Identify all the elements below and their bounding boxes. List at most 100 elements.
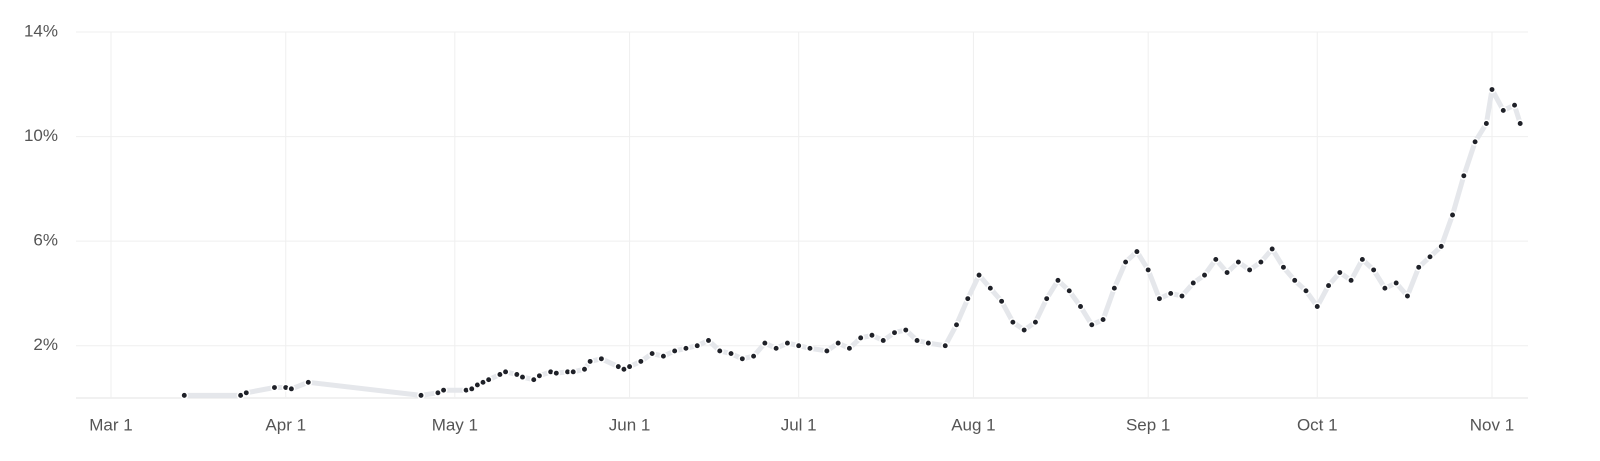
data-point [597, 354, 606, 363]
data-point [467, 384, 476, 393]
data-point [1268, 245, 1277, 253]
y-tick-label: 10% [24, 126, 58, 145]
data-point [648, 349, 657, 358]
data-point [1031, 318, 1040, 327]
data-point [1223, 268, 1232, 277]
x-tick-label: Aug 1 [951, 415, 995, 434]
data-point [1482, 119, 1491, 128]
x-tick-label: Oct 1 [1297, 415, 1338, 434]
data-point [1313, 302, 1322, 311]
data-point [1448, 211, 1457, 219]
data-point [806, 344, 814, 353]
data-point [975, 271, 984, 280]
data-point [1008, 318, 1017, 327]
data-point [1459, 171, 1468, 180]
y-tick-label: 6% [33, 231, 58, 250]
data-point [856, 333, 865, 342]
data-point [1380, 284, 1389, 293]
data-point [1211, 255, 1220, 264]
data-point [287, 384, 296, 393]
data-point [1110, 284, 1119, 293]
data-point [1499, 106, 1508, 115]
data-point [1054, 276, 1062, 285]
data-point [1403, 292, 1412, 300]
data-point [1065, 286, 1074, 295]
data-point [704, 336, 713, 345]
data-point [1099, 315, 1108, 324]
data-point [304, 378, 313, 387]
data-point [1245, 265, 1254, 274]
data-point [997, 297, 1006, 306]
data-point [1234, 258, 1243, 267]
data-point [1256, 258, 1265, 267]
data-point [586, 357, 595, 366]
data-point [529, 375, 538, 384]
data-point [1155, 294, 1164, 303]
data-point [1335, 268, 1344, 277]
data-point [180, 391, 189, 400]
data-point [868, 331, 876, 340]
data-point [901, 326, 910, 334]
data-point [952, 320, 961, 329]
x-tick-label: Nov 1 [1470, 415, 1514, 434]
data-point [1279, 263, 1288, 272]
data-point [417, 391, 425, 400]
data-point [760, 339, 769, 348]
data-point [569, 367, 578, 376]
data-point [518, 373, 527, 382]
data-point [1020, 326, 1029, 334]
data-point [484, 375, 493, 384]
data-point [1200, 271, 1209, 280]
data-point [715, 346, 724, 355]
x-tick-label: Mar 1 [89, 415, 132, 434]
data-point [913, 336, 922, 345]
data-point [1369, 265, 1378, 274]
x-tick-label: Jul 1 [781, 415, 817, 434]
data-point [1358, 255, 1367, 264]
data-point [439, 386, 448, 395]
data-point [1392, 279, 1401, 287]
data-point [834, 339, 843, 348]
data-point [670, 346, 679, 355]
data-point [1510, 101, 1519, 110]
data-point [681, 344, 690, 353]
data-point [727, 349, 735, 358]
data-point [1144, 265, 1153, 274]
data-point [890, 328, 899, 337]
data-point [1132, 247, 1141, 256]
x-tick-label: Apr 1 [265, 415, 306, 434]
data-point [772, 344, 781, 353]
data-point [580, 365, 589, 374]
y-tick-label: 14% [24, 21, 58, 40]
data-point [1189, 279, 1198, 287]
data-point [625, 362, 634, 371]
data-point [1426, 252, 1434, 261]
data-point [1516, 119, 1525, 128]
data-point [1347, 276, 1356, 285]
data-point [1324, 281, 1333, 290]
data-point [1087, 320, 1096, 329]
data-point [1178, 292, 1186, 300]
data-point [535, 371, 544, 380]
data-point [845, 344, 854, 353]
data-point [636, 357, 645, 366]
data-point [749, 352, 758, 361]
data-point [941, 341, 950, 350]
data-point [659, 352, 668, 361]
data-point [794, 341, 803, 350]
data-point [1076, 302, 1085, 311]
data-point [501, 367, 510, 376]
data-point [1302, 286, 1310, 295]
data-point [1166, 289, 1175, 298]
data-point [1121, 258, 1130, 267]
data-point [879, 336, 888, 345]
data-point [986, 284, 995, 293]
data-point [822, 346, 831, 355]
data-point [693, 341, 702, 350]
data-point [1437, 242, 1446, 251]
data-point [738, 354, 747, 363]
data-point [1042, 294, 1051, 303]
x-tick-label: May 1 [432, 415, 478, 434]
data-point [783, 339, 792, 348]
